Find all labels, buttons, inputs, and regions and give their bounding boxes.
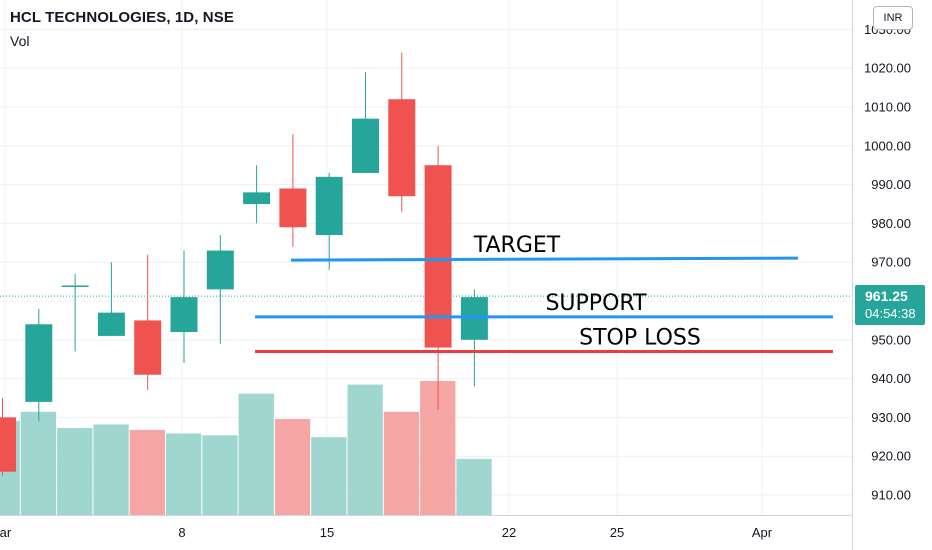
volume-bar: [347, 384, 383, 515]
annotation-label-target: TARGET: [473, 233, 561, 258]
volume-bar: [456, 458, 492, 515]
candle-body: [460, 297, 488, 340]
candle-body: [315, 176, 343, 236]
y-tick-label: 930.00: [871, 410, 911, 425]
candle-body: [25, 324, 53, 402]
y-tick-label: 1010.00: [864, 100, 911, 115]
candle-body: [0, 417, 16, 472]
candle-body: [97, 312, 125, 336]
annotation-line-target: [290, 256, 799, 262]
volume-bar: [20, 411, 57, 515]
volume-bars: [0, 381, 492, 515]
x-tick-label: 15: [320, 525, 334, 540]
y-tick-label: 980.00: [871, 216, 911, 231]
volume-bar: [274, 419, 311, 515]
candle-body: [388, 99, 416, 197]
last-price-value: 961.25: [865, 288, 908, 304]
last-price-badge: 961.25 04:54:38: [855, 285, 925, 325]
candle-body: [352, 118, 379, 173]
volume-bar: [57, 428, 93, 515]
annotations: TARGET SUPPORT STOP LOSS: [255, 233, 833, 353]
candle-body: [206, 250, 234, 290]
y-tick-label: 940.00: [871, 371, 911, 386]
volume-bar: [311, 437, 347, 515]
volume-bar: [383, 411, 420, 515]
y-tick-label: 970.00: [871, 255, 911, 270]
time-axis-labels: Mar 8 15 22 25 Apr: [0, 525, 773, 540]
x-tick-label: 25: [610, 525, 624, 540]
x-tick-label: 8: [178, 525, 185, 540]
x-tick-label: Mar: [0, 525, 12, 540]
annotation-label-support: SUPPORT: [545, 291, 647, 316]
y-tick-label: 1000.00: [864, 138, 911, 153]
annotation-label-stoploss: STOP LOSS: [579, 325, 701, 350]
volume-bar: [166, 433, 202, 515]
x-tick-label: 22: [502, 525, 516, 540]
volume-bar: [238, 393, 274, 515]
y-tick-label: 920.00: [871, 449, 911, 464]
x-tick-label: Apr: [752, 525, 773, 540]
candle-body: [170, 297, 198, 333]
candle-body: [243, 192, 271, 204]
bar-countdown: 04:54:38: [865, 306, 916, 321]
chart-title: HCL TECHNOLOGIES, 1D, NSE: [10, 9, 234, 26]
volume-bar: [202, 435, 238, 515]
y-tick-label: 910.00: [871, 488, 911, 503]
candle-body: [424, 165, 452, 348]
volume-bar: [129, 429, 165, 515]
candle-body: [279, 188, 307, 228]
candle-body: [61, 285, 89, 287]
price-axis-labels: 910.00920.00930.00940.00950.00960.00970.…: [864, 22, 911, 503]
candle-body: [134, 320, 162, 375]
y-tick-label: 990.00: [871, 177, 911, 192]
volume-indicator-label[interactable]: Vol: [10, 33, 30, 49]
y-tick-label: 1020.00: [864, 61, 911, 76]
volume-bar: [93, 424, 129, 515]
y-tick-label: 950.00: [871, 332, 911, 347]
currency-button[interactable]: INR: [873, 6, 913, 30]
